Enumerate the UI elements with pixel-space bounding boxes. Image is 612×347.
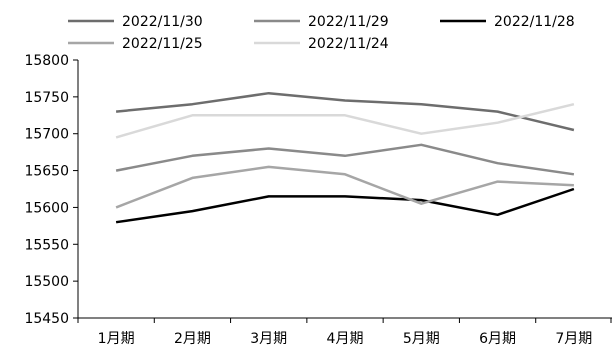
y-axis: 15450 15500 15550 15600 15650 15700 15750 15800 [24, 53, 79, 327]
x-tick-label: 7月期 [555, 331, 592, 347]
y-tick-label: 15750 [24, 90, 69, 106]
series-line-2022-11-29 [115, 143, 575, 176]
legend-label: 2022/11/29 [308, 14, 389, 30]
x-tick-label: 3月期 [250, 331, 287, 347]
legend-item: 2022/11/29 [254, 14, 389, 30]
x-tick-label: 5月期 [403, 331, 440, 347]
series-line-2022-11-25 [115, 165, 574, 209]
legend-label: 2022/11/28 [494, 14, 575, 30]
y-tick-label: 15600 [24, 200, 69, 216]
series-line-2022-11-28 [115, 187, 575, 224]
plot-area [115, 91, 575, 224]
y-tick-label: 15800 [24, 53, 69, 69]
legend-item: 2022/11/24 [254, 36, 389, 52]
y-tick-label: 15550 [24, 237, 69, 253]
chart-legend: 2022/11/30 2022/11/29 2022/11/28 2022/11/25… [68, 14, 575, 52]
legend-item: 2022/11/30 [68, 14, 203, 30]
y-tick-label: 15650 [24, 164, 69, 180]
legend-label: 2022/11/30 [122, 14, 203, 30]
legend-item: 2022/11/28 [440, 14, 575, 30]
x-tick-label: 2月期 [174, 331, 211, 347]
legend-label: 2022/11/25 [122, 36, 203, 52]
legend-label: 2022/11/24 [308, 36, 389, 52]
legend-item: 2022/11/25 [68, 36, 203, 52]
series-line-2022-11-24 [115, 102, 575, 139]
x-tick-label: 6月期 [479, 331, 516, 347]
series-line-2022-11-30 [115, 91, 575, 132]
x-axis: 1月期 2月期 3月期 4月期 5月期 6月期 7月期 [77, 317, 612, 347]
y-tick-label: 15450 [24, 311, 69, 327]
x-tick-label: 4月期 [327, 331, 364, 347]
y-tick-label: 15500 [24, 274, 69, 290]
y-tick-label: 15700 [24, 127, 69, 143]
x-tick-label: 1月期 [98, 331, 135, 347]
